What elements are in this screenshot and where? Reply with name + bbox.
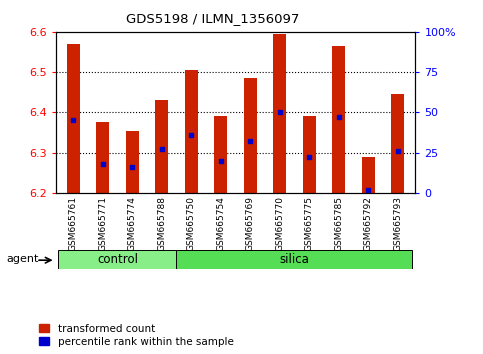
- Text: control: control: [97, 253, 138, 266]
- Bar: [243, 78, 257, 193]
- Bar: [391, 94, 404, 193]
- Bar: [214, 116, 227, 193]
- Bar: [155, 100, 169, 193]
- Bar: [126, 131, 139, 193]
- Bar: [67, 44, 80, 193]
- Bar: [185, 70, 198, 193]
- Bar: [96, 122, 109, 193]
- Text: silica: silica: [280, 253, 310, 266]
- Bar: [273, 34, 286, 193]
- Bar: [176, 250, 412, 269]
- Text: agent: agent: [6, 254, 39, 264]
- Text: GDS5198 / ILMN_1356097: GDS5198 / ILMN_1356097: [126, 12, 299, 25]
- Bar: [362, 157, 375, 193]
- Legend: transformed count, percentile rank within the sample: transformed count, percentile rank withi…: [39, 324, 234, 347]
- Bar: [332, 46, 345, 193]
- Bar: [302, 116, 316, 193]
- Bar: [58, 250, 176, 269]
